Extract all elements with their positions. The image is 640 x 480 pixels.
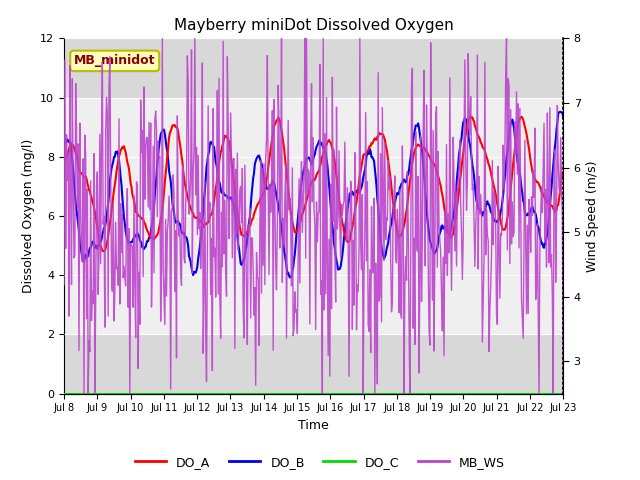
Text: MB_minidot: MB_minidot [74, 54, 156, 67]
Legend: DO_A, DO_B, DO_C, MB_WS: DO_A, DO_B, DO_C, MB_WS [130, 451, 510, 474]
Bar [64, 97, 563, 335]
Y-axis label: Wind Speed (m/s): Wind Speed (m/s) [586, 160, 599, 272]
X-axis label: Time: Time [298, 419, 329, 432]
Title: Mayberry miniDot Dissolved Oxygen: Mayberry miniDot Dissolved Oxygen [173, 18, 454, 33]
Y-axis label: Dissolved Oxygen (mg/l): Dissolved Oxygen (mg/l) [22, 139, 35, 293]
